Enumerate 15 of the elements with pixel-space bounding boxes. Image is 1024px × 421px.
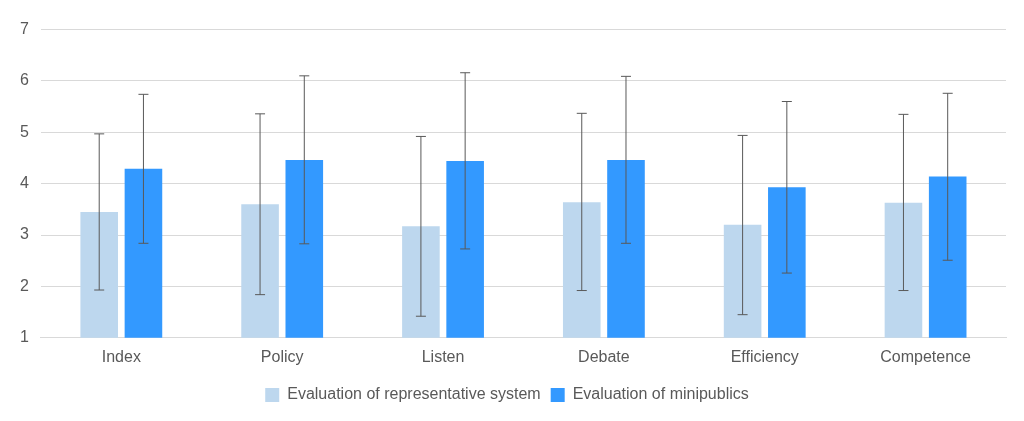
y-tick-label: 4 — [19, 174, 29, 192]
x-tick-label: Listen — [421, 347, 465, 365]
legend-label: Evaluation of minipublics — [572, 385, 749, 403]
y-tick-label: 2 — [19, 276, 29, 294]
x-tick-label: Debate — [578, 347, 630, 365]
y-tick-label: 6 — [19, 71, 29, 89]
y-tick-label: 5 — [19, 122, 29, 140]
y-tick-label: 7 — [19, 20, 29, 38]
y-tick-label: 1 — [19, 328, 29, 346]
x-tick-label: Efficiency — [730, 347, 799, 365]
x-tick-label: Index — [101, 347, 141, 365]
x-tick-label: Policy — [260, 347, 304, 365]
legend-label: Evaluation of representative system — [287, 385, 541, 403]
x-tick-label: Competence — [880, 347, 972, 365]
y-tick-label: 3 — [19, 225, 29, 243]
